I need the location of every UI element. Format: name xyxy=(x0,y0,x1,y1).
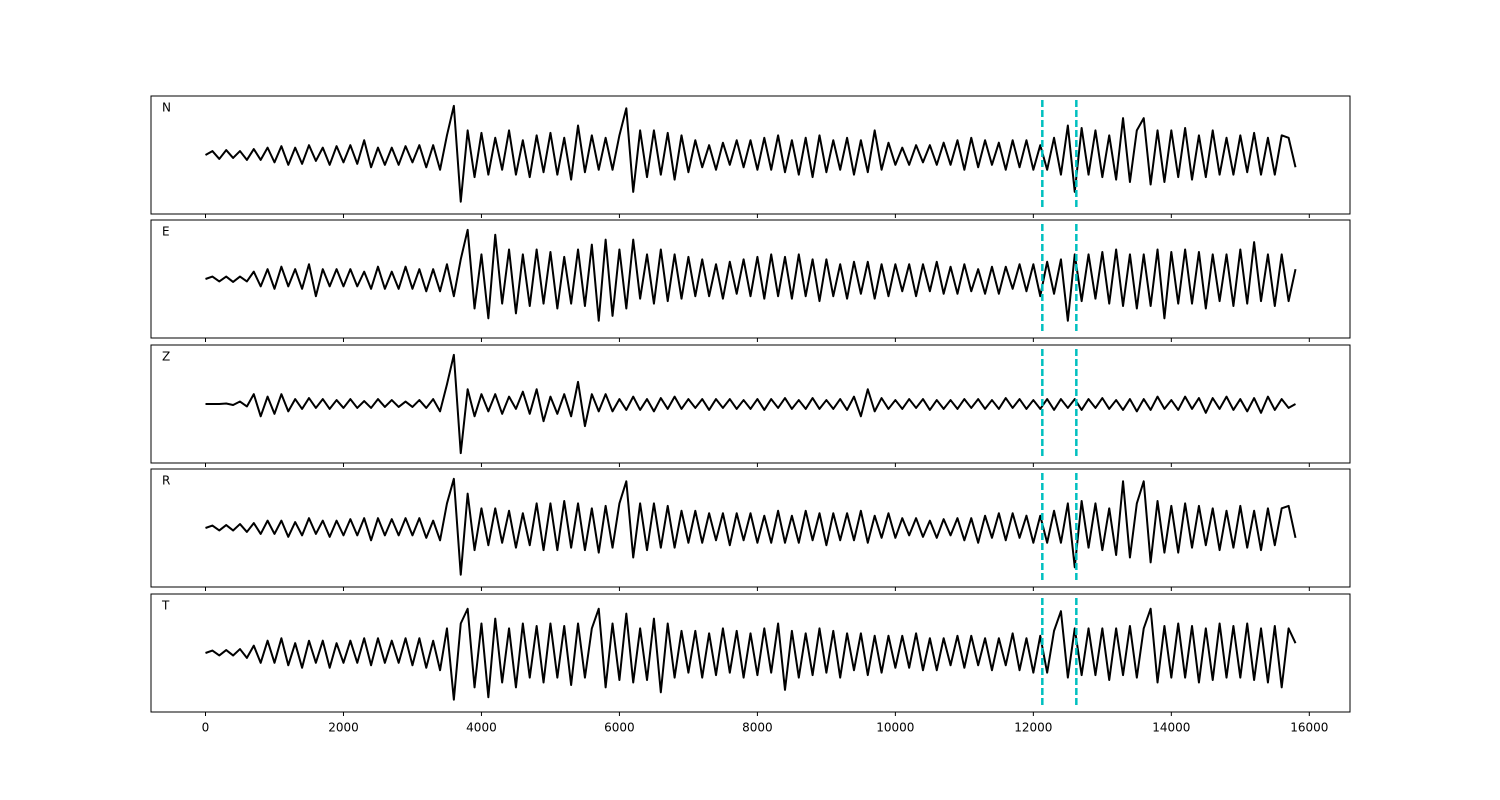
panel-label: T xyxy=(161,599,170,613)
panel-label: E xyxy=(162,225,170,239)
x-tick-label: 4000 xyxy=(466,721,497,735)
x-tick-label: 10000 xyxy=(876,721,914,735)
panel-label: R xyxy=(162,474,170,488)
panel-frame xyxy=(150,219,1351,339)
trace xyxy=(205,104,1297,203)
panel-frame xyxy=(150,468,1351,588)
trace xyxy=(205,353,1296,455)
panel-frame xyxy=(150,344,1351,464)
x-tick-label: 2000 xyxy=(328,721,359,735)
panel-label: N xyxy=(162,101,171,115)
x-tick-label: 6000 xyxy=(604,721,635,735)
x-tick-label: 0 xyxy=(202,721,210,735)
panel-label: Z xyxy=(162,350,170,364)
trace xyxy=(205,228,1297,322)
x-tick-label: 8000 xyxy=(742,721,773,735)
x-tick-label: 12000 xyxy=(1014,721,1052,735)
trace xyxy=(205,477,1297,576)
panel-frame xyxy=(150,593,1351,713)
x-tick-label: 16000 xyxy=(1290,721,1328,735)
x-tick-label: 14000 xyxy=(1152,721,1190,735)
trace xyxy=(205,607,1297,701)
panel-frame xyxy=(150,95,1351,215)
